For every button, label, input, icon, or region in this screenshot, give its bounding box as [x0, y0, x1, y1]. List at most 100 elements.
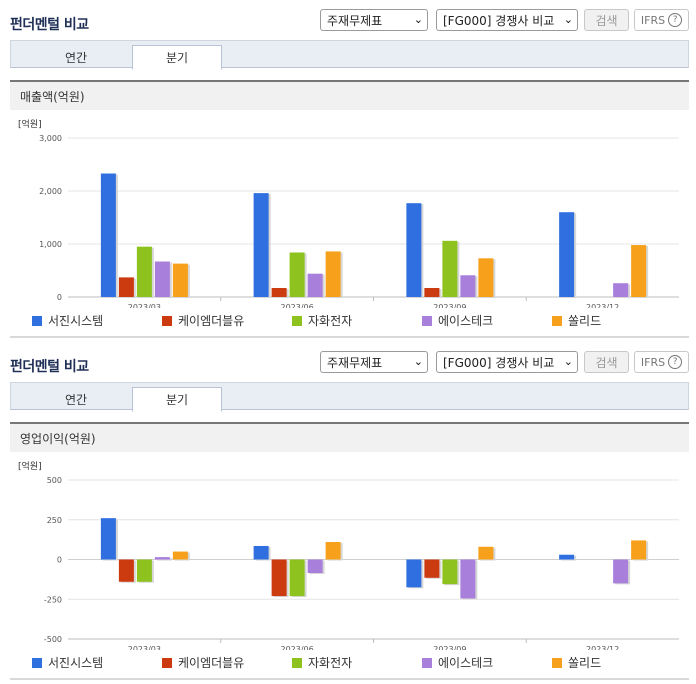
legend-swatch [552, 657, 562, 668]
bar [118, 277, 134, 297]
legend-item[interactable]: 서진시스템 [32, 312, 103, 329]
legend-item[interactable]: 쏠리드 [552, 312, 601, 329]
report-type-select[interactable]: 주재무제표 ⌄ [320, 351, 428, 373]
compare-group-value: [FG000] 경쟁사 비교 [443, 355, 555, 370]
bar [154, 261, 170, 297]
bar [271, 559, 287, 597]
period-tabs: 연간 분기 [10, 40, 689, 70]
legend-swatch [162, 315, 172, 326]
compare-group-select[interactable]: [FG000] 경쟁사 비교 ⌄ [436, 351, 578, 373]
ifrs-help-button[interactable]: IFRS ? [634, 9, 689, 31]
search-button[interactable]: 검색 [584, 351, 629, 373]
operating-profit-panel: 펀더멘털 비교 주재무제표 ⌄ [FG000] 경쟁사 비교 ⌄ 검색 IFRS… [0, 342, 696, 684]
bar [442, 559, 458, 585]
x-tick-label: 2023/06 [281, 645, 314, 650]
bar [442, 240, 458, 297]
bar [478, 546, 494, 560]
x-tick-label: 2023/09 [433, 303, 466, 308]
y-tick-label: 3,000 [39, 134, 62, 143]
legend-swatch [162, 657, 172, 668]
chevron-down-icon: ⌄ [563, 13, 573, 26]
chevron-down-icon: ⌄ [413, 13, 423, 26]
section-title: 매출액(억원) [10, 80, 689, 110]
legend-item[interactable]: 자화전자 [292, 654, 352, 671]
bar [559, 554, 575, 560]
x-tick-label: 2023/03 [128, 303, 161, 308]
bar [118, 559, 134, 582]
report-type-value: 주재무제표 [327, 13, 383, 28]
ifrs-help-button[interactable]: IFRS ? [634, 351, 689, 373]
panel-title: 펀더멘털 비교 [10, 359, 89, 375]
chevron-down-icon: ⌄ [413, 355, 423, 368]
report-type-select[interactable]: 주재무제표 ⌄ [320, 9, 428, 31]
compare-group-select[interactable]: [FG000] 경쟁사 비교 ⌄ [436, 9, 578, 31]
bar [100, 518, 116, 560]
legend-swatch [422, 657, 432, 668]
legend-swatch [552, 315, 562, 326]
legend-label: 케이엠더블유 [178, 314, 245, 328]
panel-title: 펀더멘털 비교 [10, 17, 89, 33]
bar [325, 251, 341, 297]
revenue-bar-chart: [억원] 0 1,000 2,000 3,000 2023/03 2023/06 2023/0… [18, 118, 679, 308]
legend-label: 쏠리드 [568, 314, 602, 328]
revenue-panel: 펀더멘털 비교 주재무제표 ⌄ [FG000] 경쟁사 비교 ⌄ 검색 IFRS… [10, 9, 689, 338]
bar [172, 551, 188, 560]
bar [325, 542, 341, 560]
x-tick-label: 2023/12 [586, 303, 619, 308]
bar [613, 283, 629, 297]
legend-swatch [292, 315, 302, 326]
bar [136, 246, 152, 297]
bar [253, 545, 269, 560]
chevron-down-icon: ⌄ [563, 355, 573, 368]
search-button[interactable]: 검색 [584, 9, 629, 31]
bar [559, 212, 575, 297]
operating-profit-bar-chart: [억원] -500 -250 0 250 500 2023/03 2023/06 2023/09… [18, 460, 679, 650]
legend-swatch [422, 315, 432, 326]
legend-swatch [32, 657, 42, 668]
bar [289, 559, 305, 597]
legend-item[interactable]: 케이엠더블유 [162, 654, 244, 671]
legend-item[interactable]: 쏠리드 [552, 654, 601, 671]
bar [478, 258, 494, 297]
tab-quarterly[interactable]: 분기 [132, 387, 222, 412]
tab-annual[interactable]: 연간 [64, 392, 88, 407]
divider [10, 336, 689, 338]
help-icon: ? [668, 355, 683, 369]
bar [460, 559, 476, 599]
tab-quarterly[interactable]: 분기 [132, 45, 222, 70]
x-tick-label: 2023/12 [586, 645, 619, 650]
x-tick-label: 2023/06 [281, 303, 314, 308]
bar [100, 173, 116, 297]
bar [172, 263, 188, 297]
bar [613, 559, 629, 584]
y-tick-label: -250 [44, 595, 62, 604]
bar [406, 559, 422, 588]
bar [460, 275, 476, 297]
legend-label: 자화전자 [308, 656, 353, 670]
bar [307, 559, 323, 574]
bar [406, 203, 422, 297]
chart-legend: 서진시스템 케이엠더블유 자화전자 에이스테크 쏠리드 [10, 312, 689, 330]
legend-item[interactable]: 에이스테크 [422, 312, 493, 329]
legend-item[interactable]: 자화전자 [292, 312, 352, 329]
ifrs-label: IFRS [640, 13, 666, 27]
legend-item[interactable]: 에이스테크 [422, 654, 493, 671]
legend-label: 서진시스템 [48, 656, 104, 670]
legend-swatch [292, 657, 302, 668]
y-tick-label: 2,000 [39, 187, 62, 196]
bar [154, 557, 170, 560]
bar [136, 559, 152, 582]
bar [307, 273, 323, 297]
y-tick-label: 0 [57, 293, 62, 302]
y-tick-label: 250 [47, 516, 62, 525]
legend-label: 에이스테크 [438, 314, 494, 328]
chart-legend: 서진시스템 케이엠더블유 자화전자 에이스테크 쏠리드 [10, 654, 689, 672]
bar [271, 287, 287, 297]
help-icon: ? [668, 13, 683, 27]
legend-label: 케이엠더블유 [178, 656, 245, 670]
legend-item[interactable]: 서진시스템 [32, 654, 103, 671]
bar [253, 193, 269, 297]
legend-item[interactable]: 케이엠더블유 [162, 312, 244, 329]
tab-annual[interactable]: 연간 [64, 50, 88, 65]
bar [631, 540, 647, 560]
